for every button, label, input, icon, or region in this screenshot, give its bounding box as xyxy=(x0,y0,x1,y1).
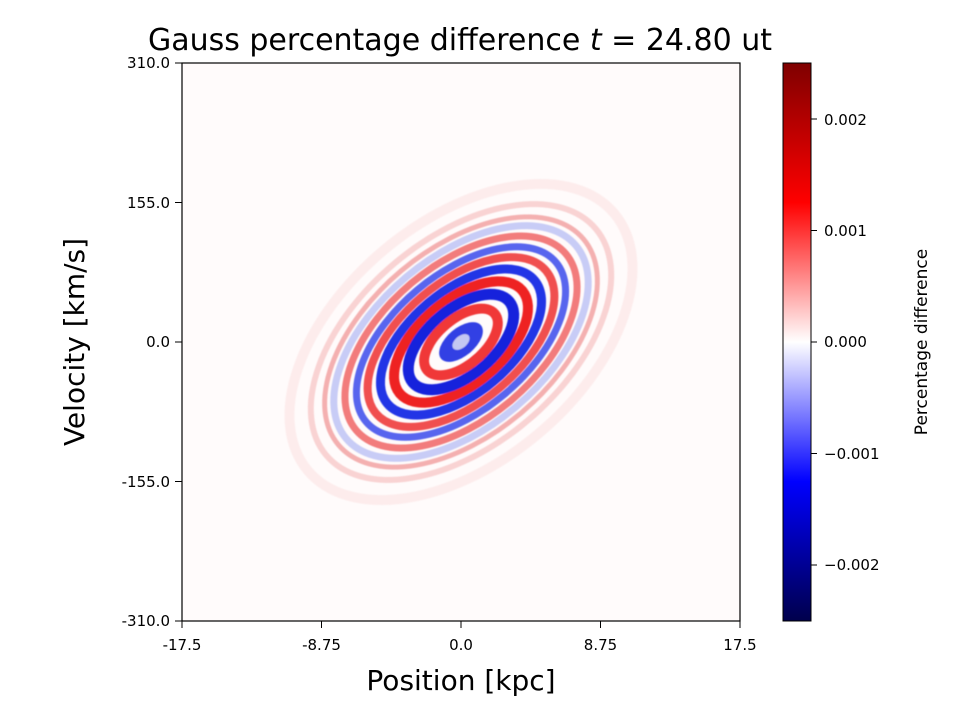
y-tick-label: 0.0 xyxy=(146,333,170,351)
colorbar-tick-label: 0.001 xyxy=(824,222,867,240)
band-neg-2 xyxy=(375,264,547,420)
x-tick-label: 8.75 xyxy=(584,636,617,654)
colorbar-tick-label: 0.000 xyxy=(824,333,867,351)
x-axis-label: Position [kpc] xyxy=(366,664,555,697)
x-axis: -17.5 -8.75 0.0 8.75 17.5 Position [kpc] xyxy=(163,621,757,697)
band-pos-core xyxy=(419,303,503,381)
faint-band-2 xyxy=(322,214,600,470)
y-tick-label: -310.0 xyxy=(122,612,170,630)
x-tick-label: -8.75 xyxy=(302,636,341,654)
colorbar-tick-label: 0.002 xyxy=(824,111,867,129)
faint-band-1 xyxy=(307,201,615,483)
title-prefix: Gauss percentage difference xyxy=(148,23,590,58)
heatmap-structure xyxy=(284,178,638,506)
title-suffix: = 24.80 ut xyxy=(602,23,773,58)
y-tick-label: 310.0 xyxy=(127,54,170,72)
band-pos-1 xyxy=(389,276,533,408)
band-pos-3 xyxy=(341,232,581,452)
colorbar-tick-label: −0.002 xyxy=(824,556,880,574)
chart-title: Gauss percentage difference t = 24.80 ut xyxy=(148,23,772,58)
title-variable: t xyxy=(590,23,603,58)
band-neg-3 xyxy=(352,243,570,441)
colorbar: 0.002 0.001 0.000 −0.001 −0.002 Percenta… xyxy=(782,62,932,622)
colorbar-gradient xyxy=(782,62,812,622)
core-center xyxy=(452,334,470,350)
y-axis: 310.0 155.0 0.0 -155.0 -310.0 Velocity [… xyxy=(58,54,182,630)
colorbar-tick-label: −0.001 xyxy=(824,445,880,463)
y-tick-label: -155.0 xyxy=(122,473,170,491)
y-tick-label: 155.0 xyxy=(127,194,170,212)
x-tick-label: -17.5 xyxy=(163,636,202,654)
x-tick-label: 0.0 xyxy=(449,636,473,654)
colorbar-label: Percentage difference xyxy=(912,249,932,435)
y-axis-label: Velocity [km/s] xyxy=(58,238,91,446)
band-neg-1 xyxy=(402,288,520,396)
band-pos-2 xyxy=(363,253,559,431)
outer-halo xyxy=(284,178,638,506)
band-outer-neg xyxy=(330,222,592,462)
x-tick-label: 17.5 xyxy=(723,636,756,654)
